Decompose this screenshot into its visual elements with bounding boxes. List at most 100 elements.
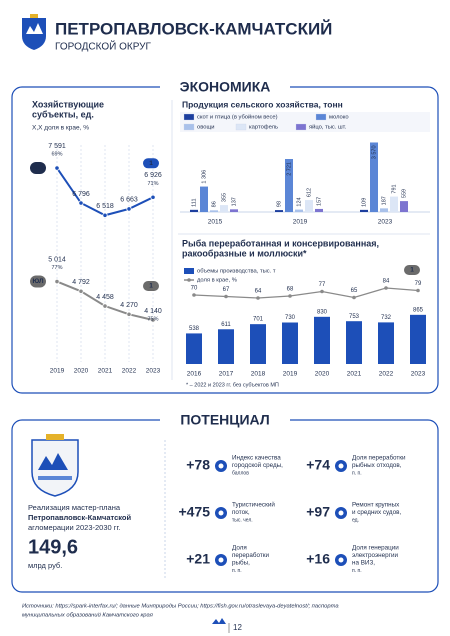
indicator-label: рыбы, [232, 559, 250, 567]
bar [400, 201, 408, 212]
value-label: 612 [306, 188, 312, 197]
point [288, 294, 292, 298]
rank-badge [143, 281, 159, 292]
indicator-unit: ед. [352, 517, 359, 523]
point [416, 288, 420, 293]
rank-label: 1 [410, 267, 414, 274]
value-label: 6 796 [72, 191, 90, 198]
value-label: 67 [223, 287, 230, 293]
legend-swatch [183, 123, 195, 131]
value-label: 538 [189, 326, 200, 332]
legend-label: яйцо, тыс. шт. [309, 124, 347, 131]
x-tick-label: 2019 [293, 219, 308, 226]
value-label: 137 [231, 197, 237, 206]
value-label: 109 [361, 198, 367, 207]
bar [275, 210, 283, 212]
bar [218, 329, 234, 364]
value-label: 732 [381, 315, 392, 321]
bar [200, 186, 208, 212]
point [192, 293, 196, 297]
indicator-icon [218, 557, 224, 563]
x-tick-label: 2019 [283, 371, 298, 378]
x-tick-label: 2017 [219, 371, 234, 378]
point [150, 317, 156, 323]
bar [315, 208, 323, 212]
point [224, 294, 228, 299]
agglomeration-emblem [31, 434, 79, 497]
value-label: 701 [253, 317, 264, 323]
indicator-label: Индекс качества [232, 455, 281, 462]
indicator-label: переработки [232, 551, 270, 559]
legend-label: ЮЛ [32, 278, 43, 285]
bar [250, 324, 266, 364]
indicator-unit: п. п. [352, 470, 362, 476]
point [54, 278, 60, 285]
sources: Источники: https://spark-interfax.ru/; д… [22, 604, 339, 610]
legend-swatch [183, 113, 195, 121]
x-tick-label: 2020 [315, 371, 330, 378]
point [126, 206, 132, 212]
chart-title: Хозяйствующие [32, 99, 104, 109]
legend-label: картофель [249, 125, 278, 131]
value-label: 355 [221, 193, 227, 202]
page-number: 12 [233, 623, 242, 632]
series-badge [30, 162, 46, 175]
value-label: 79 [415, 281, 422, 287]
value-label: 730 [285, 315, 296, 321]
indicator-label: поток, [232, 509, 250, 516]
indicator-value: +97 [306, 504, 330, 520]
x-tick-label: 2023 [378, 219, 393, 226]
share-label: 71% [147, 181, 158, 187]
indicator-label: на ВИЗ, [352, 560, 375, 567]
value-label: 559 [401, 189, 407, 198]
project-text: агломерации 2023-2030 гг. [28, 523, 120, 532]
indicator-value: +16 [306, 551, 330, 567]
value-label: 791 [391, 184, 397, 193]
value-label: 1 306 [201, 170, 207, 184]
value-label: 753 [349, 314, 360, 320]
bar [378, 322, 394, 364]
indicator-label: Ремонт крупных [352, 502, 400, 509]
point [150, 194, 156, 200]
value-label: 6 663 [120, 197, 138, 204]
chart-title: Продукция сельского хозяйства, тонн [182, 99, 343, 109]
economy-pill [160, 79, 290, 97]
value-label: 68 [287, 287, 294, 293]
indicator-unit: тыс. чел. [232, 517, 253, 523]
legend-swatch [295, 123, 307, 131]
indicator-value: +475 [178, 504, 210, 520]
legend-label: молоко [329, 115, 349, 121]
value-label: 865 [413, 307, 424, 313]
bar [360, 209, 368, 212]
page-subtitle: ГОРОДСКОЙ ОКРУГ [55, 40, 151, 53]
value-label: 4 140 [144, 308, 162, 315]
footnote: * – 2022 и 2023 гг. без субъектов МП [186, 382, 279, 388]
rank-label: 1 [149, 283, 153, 290]
value-label: 86 [211, 201, 217, 207]
project-amount: 149,6 [28, 536, 78, 558]
bar [230, 209, 238, 212]
value-label: 6 518 [96, 203, 114, 210]
value-label: 111 [191, 198, 197, 206]
footer-logo [212, 618, 226, 624]
bar [390, 196, 398, 212]
indicator-label: рыбных отходов, [352, 461, 402, 469]
project-text: Петропавловск-Камчатской [28, 513, 131, 522]
legend-label: объемы производства, тыс. т [197, 269, 276, 275]
indicator-value: +74 [306, 457, 330, 473]
x-tick-label: 2022 [122, 368, 137, 375]
value-label: 4 792 [72, 279, 90, 286]
point [320, 289, 324, 294]
x-tick-label: 2021 [98, 368, 113, 375]
x-tick-label: 2016 [187, 371, 202, 378]
series-line [193, 287, 419, 299]
legend-swatch [315, 113, 327, 121]
legend-swatch [184, 268, 194, 274]
indicator-label: электроэнергии [352, 552, 398, 559]
value-label: 124 [296, 197, 302, 206]
value-label: 187 [381, 196, 387, 205]
indicator-icon [338, 463, 344, 469]
value-label: 3 570 [371, 145, 377, 159]
legend-label: доля в крае, % [197, 278, 237, 284]
